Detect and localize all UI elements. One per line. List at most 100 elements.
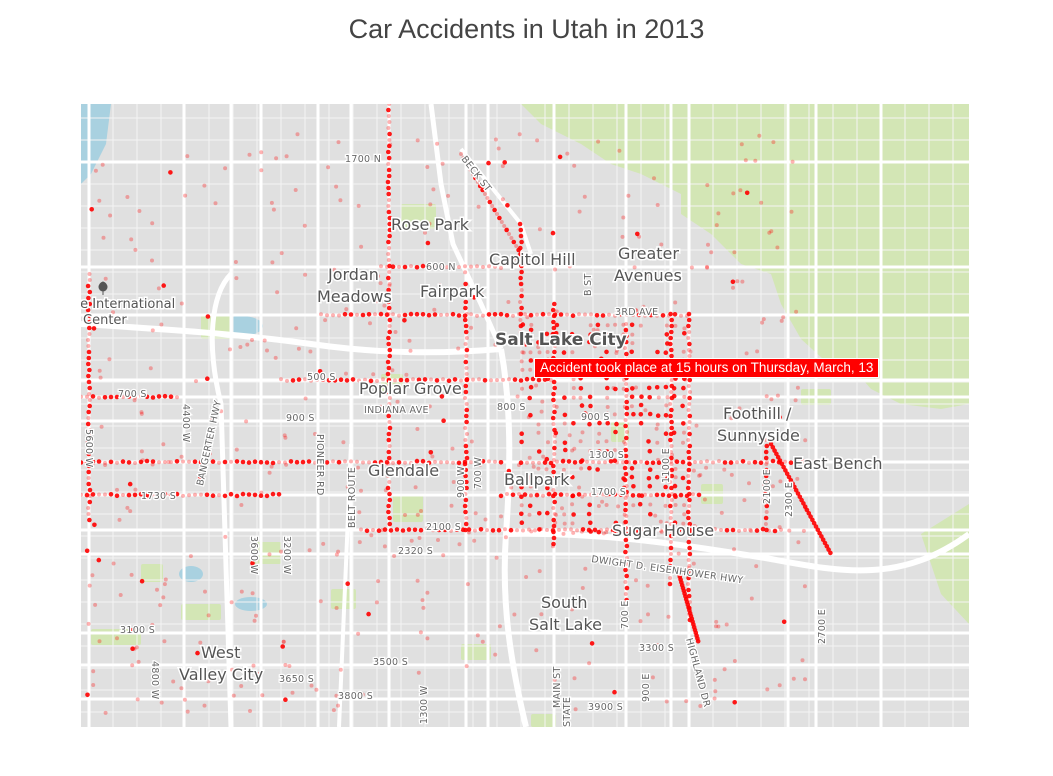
accident-point xyxy=(517,312,521,317)
accident-point xyxy=(392,554,397,558)
accident-point xyxy=(247,152,252,157)
accident-point xyxy=(350,377,356,382)
accident-point xyxy=(493,264,497,269)
accident-point xyxy=(519,239,524,245)
accident-point xyxy=(449,528,453,533)
accident-point xyxy=(537,350,542,355)
accident-point xyxy=(765,460,769,465)
accident-point xyxy=(432,312,438,317)
accident-point xyxy=(738,188,743,193)
accident-point xyxy=(623,471,629,477)
accident-point xyxy=(427,404,432,409)
accident-point xyxy=(279,251,284,256)
accident-point xyxy=(121,493,125,497)
accident-point xyxy=(366,312,372,317)
accident-point xyxy=(645,583,650,588)
accident-point xyxy=(360,692,365,697)
accident-point xyxy=(614,348,619,353)
street-label: 2100 S xyxy=(426,522,461,533)
accident-point xyxy=(463,426,468,430)
accident-point xyxy=(764,527,769,533)
accident-point xyxy=(673,475,678,480)
accident-point xyxy=(198,459,204,465)
accident-point xyxy=(536,345,541,350)
accident-point xyxy=(737,528,741,533)
accident-point xyxy=(638,402,644,408)
accident-point xyxy=(553,267,557,272)
accident-point xyxy=(517,492,521,497)
accident-point xyxy=(655,203,660,207)
accident-point xyxy=(258,459,264,465)
accident-point xyxy=(87,499,93,505)
accident-point xyxy=(653,513,658,518)
accident-point xyxy=(183,193,188,198)
accident-point xyxy=(222,493,228,499)
accident-point xyxy=(742,498,747,503)
map-canvas[interactable]: Rose Park Capitol Hill Greater Avenues J… xyxy=(81,104,969,727)
accident-point xyxy=(625,312,629,317)
accident-point xyxy=(86,355,92,361)
accident-point xyxy=(387,425,393,431)
accident-point xyxy=(387,515,392,521)
accident-point xyxy=(544,456,550,462)
accident-point xyxy=(345,581,351,586)
accident-point xyxy=(504,227,509,233)
accident-point xyxy=(518,378,524,383)
accident-point xyxy=(648,511,653,517)
accident-point xyxy=(529,322,534,327)
accident-point xyxy=(366,611,371,617)
accident-point xyxy=(534,648,539,653)
accident-point xyxy=(393,378,397,383)
accident-point xyxy=(334,606,339,610)
accident-point xyxy=(517,463,521,467)
accident-point xyxy=(495,212,499,216)
accident-point xyxy=(324,460,330,465)
accident-point xyxy=(100,299,104,304)
accident-point xyxy=(423,230,427,235)
accident-point xyxy=(503,535,508,540)
accident-point xyxy=(166,460,171,464)
accident-point xyxy=(91,683,96,687)
accident-point xyxy=(483,517,488,522)
accident-point xyxy=(637,501,643,507)
accident-point xyxy=(730,527,736,533)
accident-point xyxy=(86,469,91,475)
accident-point xyxy=(528,484,533,489)
accident-point xyxy=(569,331,575,337)
map-view[interactable]: Rose Park Capitol Hill Greater Avenues J… xyxy=(81,104,969,727)
freeway-i80-east xyxy=(505,530,969,574)
accident-point xyxy=(687,377,693,383)
accident-point xyxy=(246,460,252,465)
place-label-rose-park: Rose Park xyxy=(391,215,470,234)
accident-point xyxy=(691,561,696,566)
street-label: INDIANA AVE xyxy=(364,405,429,416)
accident-point xyxy=(527,512,532,517)
accident-point xyxy=(185,709,190,714)
accident-point xyxy=(764,503,770,509)
accident-point xyxy=(578,395,583,400)
accident-point xyxy=(519,263,524,269)
park-area xyxy=(531,714,556,727)
accident-point xyxy=(551,506,556,510)
accident-point xyxy=(414,311,420,317)
accident-point xyxy=(439,460,443,465)
accident-point xyxy=(414,458,420,464)
place-label-salt-lake: Salt Lake xyxy=(529,615,602,634)
accident-point xyxy=(669,317,674,323)
accident-point xyxy=(259,168,264,173)
accident-point xyxy=(270,260,275,265)
accident-point xyxy=(686,539,692,545)
street-label: 4400 W xyxy=(180,404,191,443)
accident-point xyxy=(527,503,533,509)
road-network xyxy=(81,104,969,727)
street-label: 900 S xyxy=(286,413,315,424)
accident-point xyxy=(108,459,114,465)
accident-point xyxy=(129,572,134,577)
accident-point xyxy=(524,575,529,579)
accident-point xyxy=(518,318,523,322)
accident-point xyxy=(281,639,286,644)
accident-point xyxy=(539,409,544,414)
accident-point xyxy=(387,221,393,227)
accident-point xyxy=(527,395,532,401)
accident-point xyxy=(536,377,542,383)
